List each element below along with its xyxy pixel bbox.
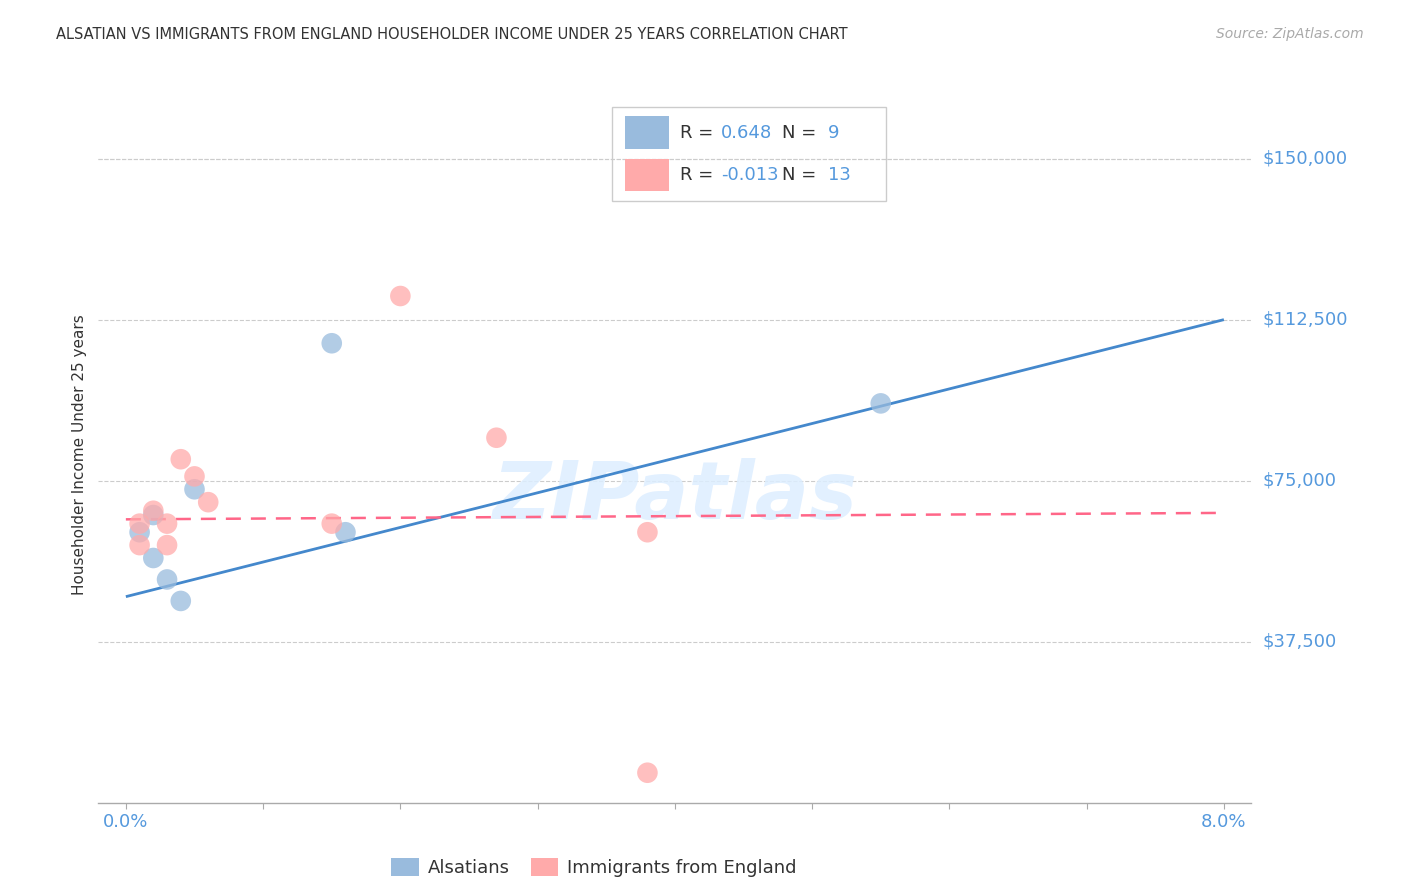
Point	[156, 538, 179, 552]
Text: R =: R =	[681, 167, 718, 185]
Y-axis label: Householder Income Under 25 years: Householder Income Under 25 years	[72, 315, 87, 595]
Text: $112,500: $112,500	[1263, 310, 1348, 328]
Point	[156, 573, 179, 587]
Point	[156, 516, 179, 531]
Text: $75,000: $75,000	[1263, 472, 1337, 490]
Point	[142, 508, 165, 522]
Text: -0.013: -0.013	[721, 167, 779, 185]
Text: $37,500: $37,500	[1263, 632, 1337, 651]
Point	[128, 538, 150, 552]
Text: N =: N =	[782, 167, 821, 185]
Text: 9: 9	[828, 124, 839, 142]
Point	[389, 289, 412, 303]
Point	[128, 525, 150, 540]
Text: ZIPatlas: ZIPatlas	[492, 458, 858, 536]
Text: $150,000: $150,000	[1263, 150, 1347, 168]
Point	[321, 336, 343, 351]
Text: N =: N =	[782, 124, 821, 142]
Point	[197, 495, 219, 509]
Bar	[626, 116, 669, 149]
Point	[142, 551, 165, 566]
Point	[335, 525, 357, 540]
Point	[636, 525, 658, 540]
Legend: Alsatians, Immigrants from England: Alsatians, Immigrants from England	[384, 851, 804, 884]
Point	[183, 483, 205, 497]
Point	[142, 504, 165, 518]
Text: Source: ZipAtlas.com: Source: ZipAtlas.com	[1216, 27, 1364, 41]
Point	[321, 516, 343, 531]
Point	[485, 431, 508, 445]
Point	[636, 765, 658, 780]
Point	[170, 594, 193, 608]
Point	[128, 516, 150, 531]
Bar	[626, 159, 669, 191]
Text: 13: 13	[828, 167, 851, 185]
Text: R =: R =	[681, 124, 718, 142]
Text: 0.648: 0.648	[721, 124, 772, 142]
Point	[183, 469, 205, 483]
Text: ALSATIAN VS IMMIGRANTS FROM ENGLAND HOUSEHOLDER INCOME UNDER 25 YEARS CORRELATIO: ALSATIAN VS IMMIGRANTS FROM ENGLAND HOUS…	[56, 27, 848, 42]
Point	[170, 452, 193, 467]
Point	[869, 396, 891, 410]
